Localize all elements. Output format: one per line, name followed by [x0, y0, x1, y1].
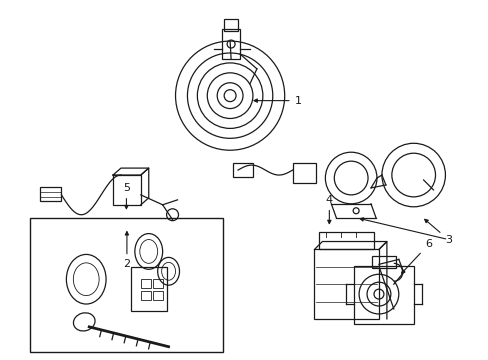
- Bar: [152, 291, 163, 300]
- Text: 5: 5: [122, 183, 130, 209]
- Text: 4: 4: [325, 195, 332, 224]
- Bar: [292, 163, 316, 183]
- Bar: [152, 279, 163, 288]
- Bar: [319, 231, 373, 249]
- Bar: [40, 187, 61, 201]
- Bar: [224, 19, 238, 31]
- Text: 2: 2: [123, 231, 130, 269]
- Bar: [113, 175, 141, 205]
- Bar: [353, 266, 413, 324]
- Bar: [131, 267, 166, 311]
- Text: 1: 1: [253, 96, 301, 105]
- Bar: [314, 249, 378, 319]
- Bar: [141, 291, 150, 300]
- Bar: [141, 279, 150, 288]
- Bar: [233, 163, 252, 177]
- Bar: [371, 256, 395, 268]
- Text: 3: 3: [424, 219, 451, 244]
- Bar: [222, 29, 240, 59]
- Bar: [30, 218, 223, 352]
- Text: 6: 6: [401, 239, 431, 273]
